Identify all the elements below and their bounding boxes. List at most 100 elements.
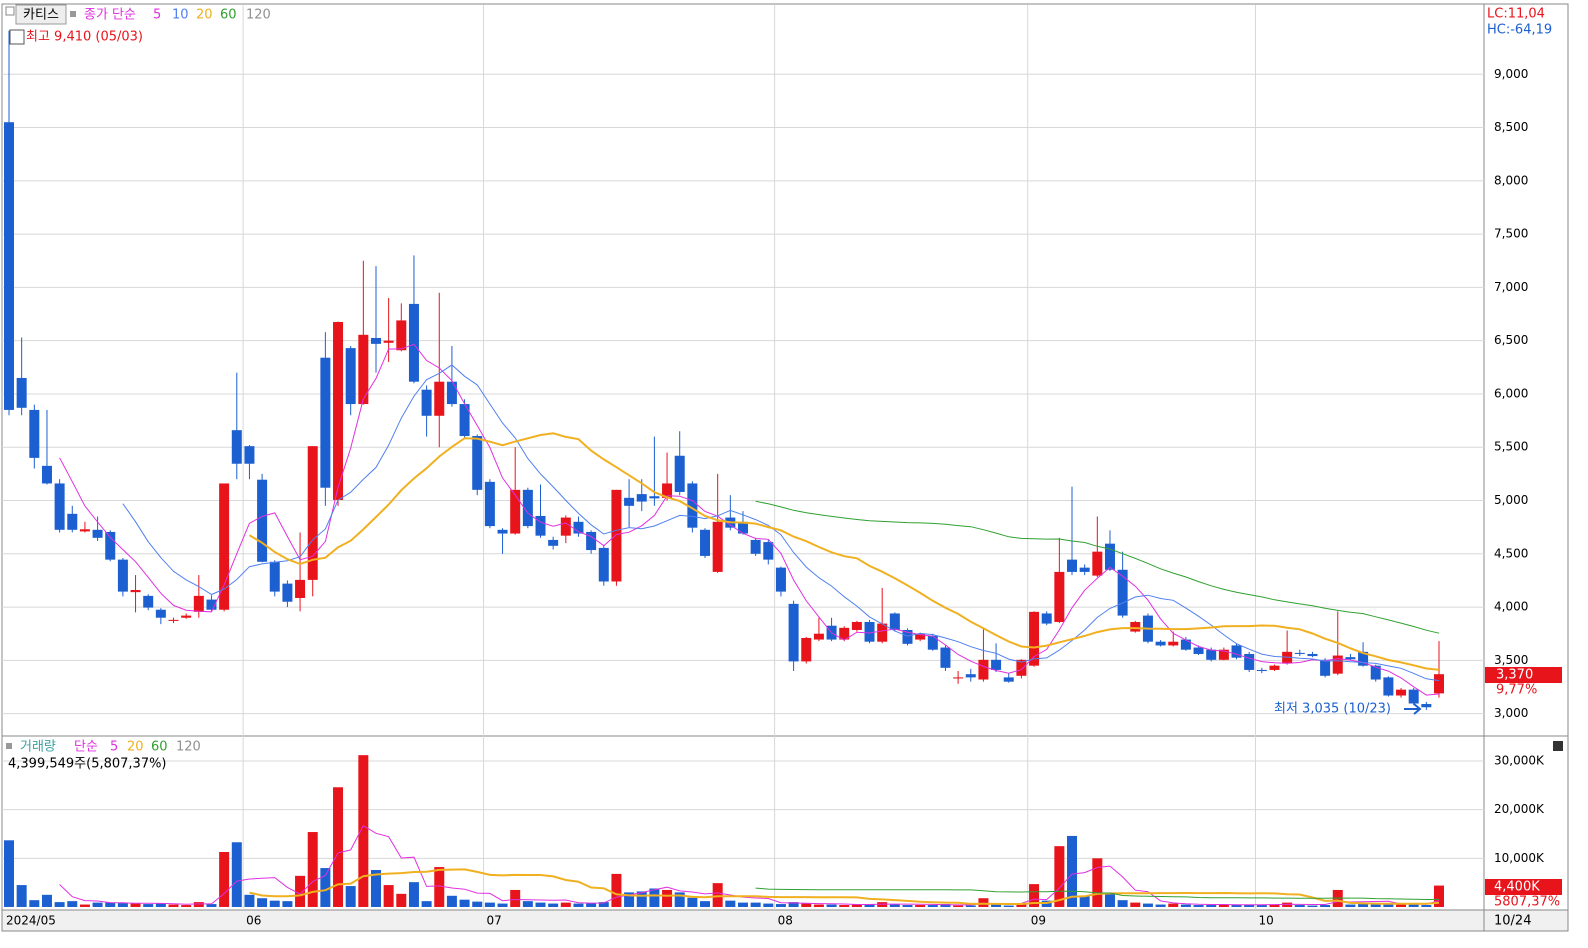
volume-bar — [889, 904, 900, 907]
volume-bar — [206, 904, 217, 907]
volume-bar — [79, 904, 90, 907]
volume-bar — [1434, 885, 1444, 907]
candle-body — [522, 489, 533, 527]
volume-bar — [408, 882, 419, 907]
candle-body — [1370, 665, 1381, 680]
volume-bar — [1408, 904, 1419, 907]
low-arrow — [1404, 703, 1422, 715]
candle-body — [674, 455, 685, 492]
y-tick-label: 4,500 — [1494, 546, 1528, 560]
volume-bar — [193, 902, 204, 907]
volume-bar — [1016, 903, 1027, 907]
moving-average — [59, 343, 1440, 696]
y-tick-label: 6,500 — [1494, 333, 1528, 347]
volume-bar — [1168, 903, 1179, 907]
lc-label: LC:11,04 — [1487, 7, 1545, 22]
candle-body — [801, 637, 812, 662]
y-tick-label: 20,000K — [1494, 802, 1545, 816]
volume-bar — [16, 885, 27, 907]
volume-bar — [54, 902, 65, 907]
x-end-label: 10/24 — [1494, 914, 1531, 929]
volume-bar — [345, 886, 356, 907]
volume-bar — [383, 885, 394, 907]
candle-body — [1345, 657, 1356, 660]
volume-bar — [1193, 905, 1204, 907]
date-axis-strip — [1, 909, 1569, 932]
candle-body — [1282, 651, 1293, 664]
volume-bar — [1218, 904, 1229, 907]
stock-name-button[interactable] — [15, 4, 67, 25]
y-tick-label: 3,000 — [1494, 706, 1528, 720]
close-icon[interactable] — [1553, 741, 1563, 751]
candle-body — [877, 623, 888, 642]
ma-label: 단순 — [74, 740, 98, 755]
volume-bar — [522, 901, 533, 907]
volume-bar — [864, 904, 875, 907]
candle-body — [1054, 571, 1065, 622]
ma-period: 5 — [153, 8, 161, 23]
volume-bar — [105, 902, 116, 907]
last-volume: 4,400K — [1494, 880, 1540, 895]
marks-layer — [4, 30, 1444, 907]
last-volume-box — [1485, 879, 1562, 895]
y-tick-label: 9,000 — [1494, 67, 1528, 81]
candle-body — [4, 122, 14, 410]
volume-bar — [231, 842, 242, 907]
volume-bar — [940, 904, 951, 907]
ma-period: 60 — [220, 8, 237, 23]
x-tick-label: 10 — [1259, 914, 1274, 928]
volume-bar — [130, 903, 141, 907]
candle-body — [978, 659, 989, 680]
candle-body — [383, 340, 394, 343]
last-price: 3,370 — [1496, 668, 1533, 683]
volume-bar — [991, 904, 1002, 907]
candle-body — [839, 627, 850, 640]
volume-bar — [1180, 904, 1191, 907]
candle-body — [915, 633, 926, 640]
candle-body — [320, 357, 331, 488]
candle-body — [1206, 649, 1217, 660]
volume-bar — [41, 894, 52, 907]
x-tick-label: 06 — [246, 914, 261, 928]
candle-body — [41, 465, 52, 484]
candle-body — [181, 615, 192, 618]
volume-bar — [1231, 904, 1242, 907]
stock-name[interactable]: 카티스 — [23, 8, 59, 23]
candle-body — [573, 521, 584, 534]
volume-bar — [181, 905, 192, 907]
volume-bar — [295, 875, 306, 907]
volume-bar — [1092, 858, 1103, 907]
volume-bar — [763, 903, 774, 907]
volume-bar — [1294, 905, 1305, 907]
candle-body — [548, 539, 559, 546]
candle-body — [1218, 649, 1229, 660]
candle-body — [1408, 689, 1419, 704]
y-tick-label: 5,500 — [1494, 440, 1528, 454]
volume-bar — [219, 851, 230, 907]
y-tick-label: 5,000 — [1494, 493, 1528, 507]
candle-body — [953, 677, 964, 679]
candle-body — [750, 539, 761, 554]
candle-body — [168, 619, 179, 621]
volume-bar — [560, 902, 571, 907]
candle-body — [813, 633, 824, 640]
candle-body — [307, 446, 318, 580]
hc-label: HC:-64,19 — [1487, 23, 1552, 38]
candle-body — [396, 320, 407, 351]
candle-body — [712, 521, 723, 572]
x-tick-label: 08 — [778, 914, 793, 928]
volume-bar — [788, 902, 799, 907]
candle-body — [1244, 653, 1255, 670]
volume-bar — [1079, 896, 1090, 907]
candle-body — [991, 659, 1002, 670]
volume-bar — [737, 902, 748, 907]
candle-body — [1320, 659, 1331, 676]
candle-body — [358, 334, 369, 405]
candle-body — [649, 496, 660, 499]
candle-body — [1003, 677, 1014, 682]
candle-body — [965, 674, 976, 678]
volume-bar — [92, 902, 103, 907]
candle-body — [155, 609, 166, 618]
volume-bar — [712, 883, 723, 907]
candle-body — [1180, 639, 1191, 650]
